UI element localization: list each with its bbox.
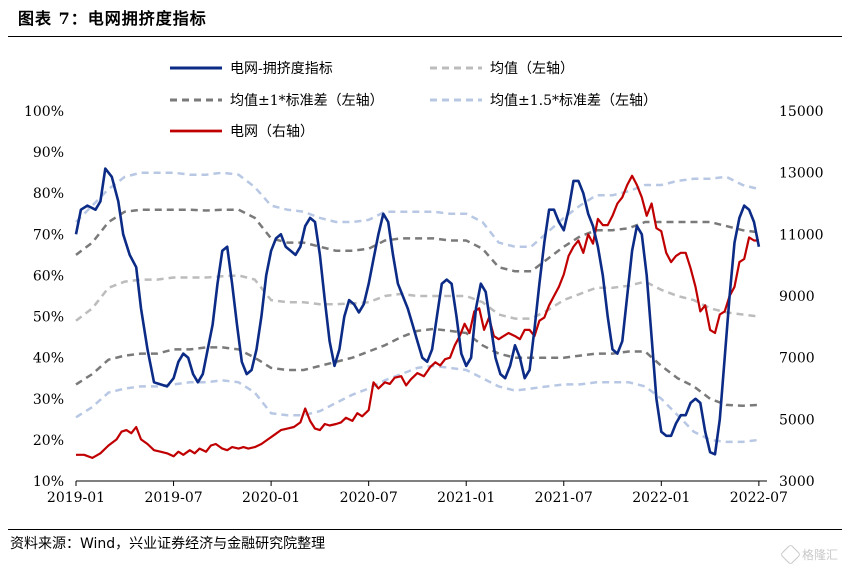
legend-label-sd1: 均值±1*标准差（左轴） — [230, 93, 384, 109]
series-line-index — [74, 167, 761, 456]
y-right-tick-label: 5000 — [779, 412, 815, 428]
y-left-tick-label: 70% — [33, 227, 64, 243]
legend-label-sd15: 均值±1.5*标准差（左轴） — [490, 93, 657, 109]
chart-legend: 电网-拥挤度指标 均值（左轴） 均值±1*标准差（左轴） 均值±1.5*标准差（左轴）… — [170, 61, 657, 140]
x-tick-label: 2019-01 — [47, 490, 105, 506]
y-right-tick-label: 15000 — [779, 104, 824, 120]
legend-label-grid: 电网（右轴） — [230, 124, 314, 140]
y-left-tick-label: 100% — [24, 104, 64, 120]
x-tick-label: 2021-01 — [437, 490, 495, 506]
x-tick-label: 2020-07 — [340, 490, 398, 506]
source-divider — [8, 529, 842, 530]
line-chart: 10% 20% 30% 40% 50% 60% 70% 80% 90% 100% 3000 5000 7… — [24, 61, 824, 506]
y-left-tick-label: 20% — [33, 433, 64, 449]
chart-axes: 10% 20% 30% 40% 50% 60% 70% 80% 90% 100% 3000 5000 7… — [24, 104, 824, 506]
x-tick-label: 2022-07 — [730, 490, 788, 506]
y-left-tick-label: 50% — [33, 310, 64, 326]
y-right-tick-label: 11000 — [779, 227, 824, 243]
x-tick-label: 2019-07 — [144, 490, 202, 506]
series-line-mean — [75, 274, 760, 322]
legend-label-mean: 均值（左轴） — [490, 61, 574, 77]
series-line-grid — [76, 174, 759, 459]
y-left-tick-label: 60% — [33, 268, 64, 284]
source-note: 资料来源：Wind，兴业证券经济与金融研究院整理 — [10, 536, 326, 552]
legend-label-index: 电网-拥挤度指标 — [230, 61, 333, 77]
x-tick-label: 2020-01 — [242, 490, 300, 506]
watermark: 格隆汇 — [779, 543, 838, 566]
series-line-sd1 — [75, 208, 760, 273]
y-left-tick-label: 90% — [33, 145, 64, 161]
x-tick-label: 2022-01 — [632, 490, 690, 506]
y-left-tick-label: 30% — [33, 392, 64, 408]
y-right-tick-label: 13000 — [779, 166, 824, 182]
y-left-tick-label: 10% — [33, 474, 64, 490]
series-line-sd15 — [75, 171, 760, 248]
x-tick-label: 2021-07 — [535, 490, 593, 506]
y-left-tick-label: 40% — [33, 351, 64, 367]
series-line-sd1_lower — [75, 327, 759, 408]
y-right-tick-label: 9000 — [779, 289, 815, 305]
y-right-tick-label: 3000 — [779, 474, 815, 490]
chart-series — [74, 167, 761, 459]
series-line-sd15_lower — [75, 364, 760, 444]
watermark-text: 格隆汇 — [801, 548, 838, 562]
y-right-tick-label: 7000 — [779, 351, 815, 367]
y-left-tick-label: 80% — [33, 186, 64, 202]
watermark-logo-icon — [779, 543, 802, 566]
chart-title: 图表 7：电网拥挤度指标 — [18, 9, 207, 28]
title-divider — [8, 36, 842, 37]
